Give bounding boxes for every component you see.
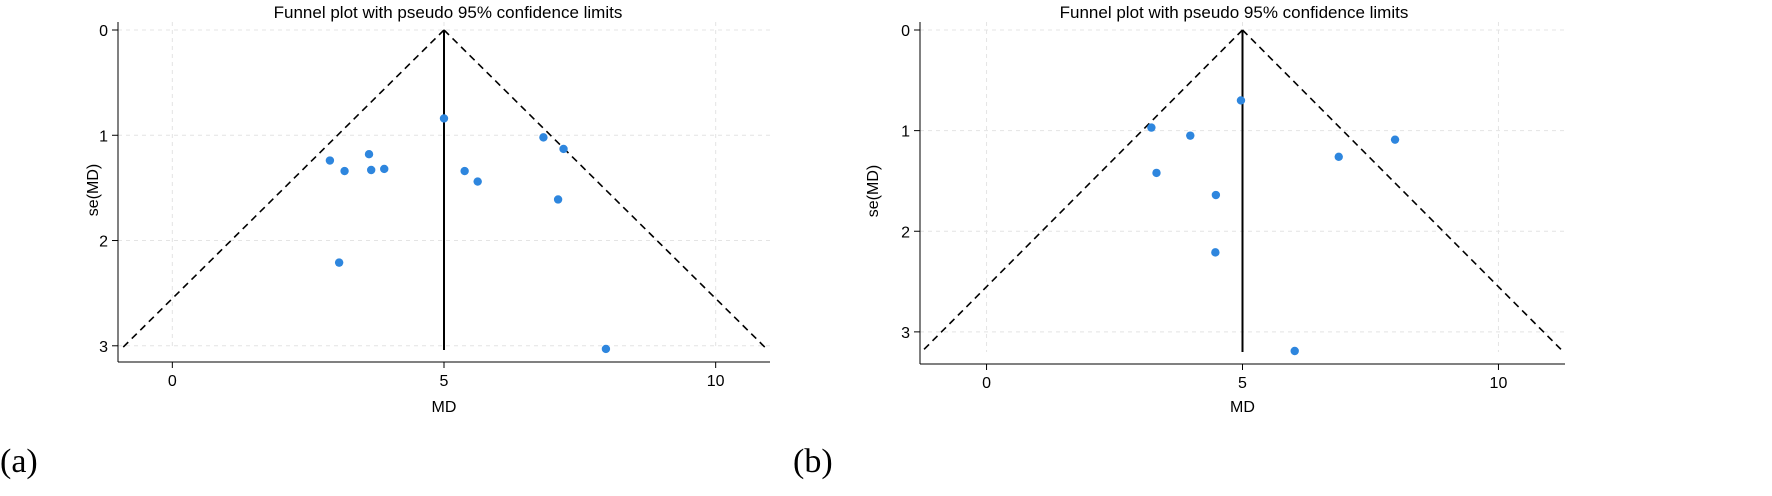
x-tick-label: 10 (707, 373, 725, 390)
study-point (1334, 152, 1343, 161)
x-tick-label: 5 (1238, 375, 1247, 392)
study-point (559, 144, 568, 154)
study-point (1211, 190, 1221, 200)
study-point (553, 195, 563, 204)
study-point (473, 177, 482, 186)
x-tick-label: 0 (168, 373, 177, 390)
study-point (366, 165, 376, 175)
panel-b: 0 1 2 3 0 5 10 Funnel plot with pseudo 95% conf… (793, 3, 1565, 480)
study-point (460, 166, 469, 176)
y-tick-label: 2 (99, 234, 108, 251)
y-tick-label: 1 (901, 124, 910, 141)
ci-upper-line (1241, 29, 1565, 353)
study-point (340, 166, 349, 176)
chart-title: Funnel plot with pseudo 95% confidence l… (1060, 3, 1409, 22)
y-tick-label: 0 (901, 23, 910, 40)
y-axis-label: se(MD) (865, 165, 882, 217)
y-tick-label: 1 (99, 128, 108, 145)
y-tick-label: 2 (901, 224, 910, 241)
y-axis-label: se(MD) (85, 164, 102, 216)
y-tick-label: 0 (99, 23, 108, 40)
x-tick-label: 5 (440, 373, 449, 390)
study-point (1211, 248, 1220, 257)
x-axis-label: MD (432, 399, 457, 416)
study-point (1186, 131, 1195, 140)
ci-lower-line (119, 29, 445, 351)
ci-lower-line (920, 29, 1244, 353)
x-tick-label: 0 (982, 375, 991, 392)
study-point (334, 258, 344, 267)
study-point (364, 150, 374, 159)
study-point (380, 164, 389, 174)
study-point (601, 344, 611, 354)
ci-upper-line (443, 29, 769, 351)
study-point (1390, 135, 1400, 144)
chart-title: Funnel plot with pseudo 95% confidence l… (274, 3, 623, 22)
y-tick-label: 3 (901, 325, 910, 342)
x-tick-label: 10 (1490, 375, 1508, 392)
panel-a: 0 1 2 3 0 5 10 Funnel plot with pseudo 95% conf… (0, 3, 770, 480)
study-point (1152, 168, 1161, 178)
y-tick-label: 3 (99, 339, 108, 356)
panel-label: (b) (793, 443, 833, 480)
study-point (325, 156, 335, 165)
study-point (539, 133, 548, 142)
panel-label: (a) (0, 443, 38, 480)
x-axis-label: MD (1230, 399, 1255, 416)
study-point (439, 114, 449, 123)
study-point (1147, 123, 1156, 132)
study-point (1236, 96, 1246, 105)
study-point (1290, 346, 1299, 356)
